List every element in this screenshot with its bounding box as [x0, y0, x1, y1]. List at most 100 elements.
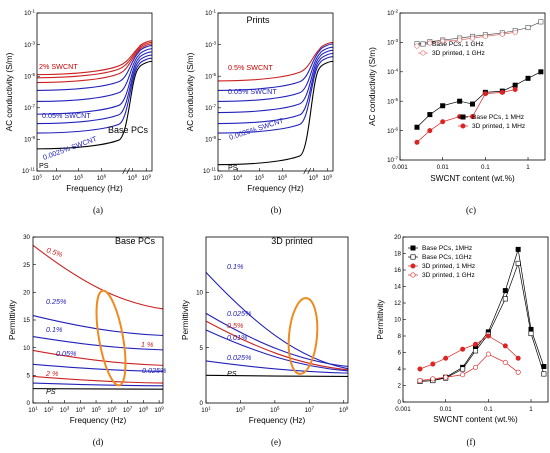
tick-base: 10 [233, 175, 240, 182]
series-line [416, 21, 542, 45]
data-marker [443, 374, 449, 380]
data-marker [427, 128, 433, 134]
y-axis-label: Permittivity [181, 299, 190, 340]
y-tick-label: 20 [394, 234, 401, 241]
x-tick-label: 107 [123, 406, 133, 415]
y-tick-label: 10-11 [203, 167, 217, 176]
tick-base: 10 [24, 10, 31, 17]
x-tick-label: 0.001 [395, 406, 411, 413]
tick-base: 10 [387, 69, 394, 76]
data-marker [525, 75, 531, 81]
tick-exponent: -3 [31, 40, 35, 45]
tick-exponent: -5 [31, 72, 35, 77]
x-axis-label: Frequency (Hz) [66, 184, 123, 193]
curve-annotation: 0.0025% SWCNT [42, 134, 99, 162]
y-tick-label: 16 [394, 267, 401, 274]
x-axis-label: SWCNT content (wt.%) [430, 174, 515, 183]
curve-annotation: 1 % [141, 340, 154, 349]
x-tick-label: 106 [107, 406, 117, 415]
data-marker [410, 254, 416, 260]
x-tick-label: 0.01 [440, 406, 453, 413]
panel-title: Base PCs [108, 125, 149, 135]
tick-base: 10 [52, 175, 59, 182]
tick-exponent: 5 [81, 174, 84, 179]
curve-annotation: 0.0025% SWCNT [228, 116, 285, 142]
x-tick-label: 0.01 [437, 164, 450, 171]
conductivity-curve [36, 48, 153, 103]
y-axis-label: Permittivity [376, 299, 385, 340]
data-marker [515, 260, 521, 266]
tick-exponent: -7 [31, 104, 35, 109]
y-tick-label: 2 [398, 383, 402, 390]
y-tick-label: 10-9 [24, 135, 35, 144]
panel-title: Prints [246, 15, 270, 25]
legend-label: 3D printed, 1 GHz [432, 50, 485, 57]
plot-frame [36, 12, 153, 172]
tick-exponent: 5 [262, 174, 265, 179]
data-marker [485, 333, 491, 339]
x-tick-label: 104 [52, 174, 62, 183]
curve-annotation: 0.05% SWCNT [42, 111, 91, 120]
y-tick-label: 30 [23, 234, 30, 241]
tick-base: 10 [387, 98, 394, 105]
data-marker [410, 272, 416, 278]
tick-exponent: 8 [135, 174, 138, 179]
conductivity-curve [217, 56, 334, 134]
y-tick-label: 10-9 [205, 135, 216, 144]
y-tick-label: 10-6 [387, 126, 398, 135]
tick-exponent: -4 [394, 68, 398, 73]
y-tick-label: 10-4 [387, 68, 398, 77]
data-marker [457, 37, 463, 43]
permittivity-curve [205, 360, 349, 374]
y-tick-label: 25 [23, 262, 30, 269]
y-tick-label: 4 [398, 366, 402, 373]
x-tick-label: 101 [28, 406, 38, 415]
y-tick-label: 8 [398, 333, 402, 340]
x-tick-label: 105 [270, 406, 280, 415]
data-marker [440, 103, 446, 109]
tick-base: 10 [97, 175, 104, 182]
tick-exponent: 5 [98, 406, 101, 411]
panel-caption: (b) [271, 205, 282, 215]
tick-exponent: 3 [243, 406, 246, 411]
permittivity-curve [32, 349, 164, 366]
axis-break-mark [303, 167, 311, 175]
x-axis-label: Frequency (Hz) [247, 184, 304, 193]
legend-label: 3D printed, 1 MHz [422, 263, 475, 270]
data-marker [417, 378, 423, 384]
tick-base: 10 [139, 407, 146, 414]
x-axis-label: Frequency (Hz) [249, 416, 306, 425]
data-marker [460, 372, 466, 378]
tick-exponent: 8 [316, 174, 319, 179]
data-marker [410, 263, 416, 269]
permittivity-curve [32, 382, 164, 387]
y-tick-label: 12 [394, 300, 401, 307]
permittivity-curve [205, 374, 349, 377]
tick-base: 10 [205, 73, 212, 80]
tick-exponent: 7 [130, 406, 133, 411]
tick-exponent: -11 [29, 167, 36, 172]
permittivity-curve [32, 363, 164, 373]
plot-frame [217, 12, 334, 172]
legend-label: 3D printed, 1 GHz [422, 272, 475, 279]
y-tick-label: 10-3 [24, 40, 35, 49]
data-marker [427, 40, 433, 46]
data-marker [528, 331, 534, 337]
curve-annotation: 0.05% [56, 349, 77, 358]
panel-f: 0.001 0.01 0.1 102468101214161820Permittivi… [376, 234, 549, 424]
x-tick-label: 1 [526, 164, 530, 171]
conductivity-curve [36, 57, 153, 134]
x-tick-label: 109 [339, 406, 349, 415]
data-marker [427, 112, 433, 118]
permittivity-curve [205, 312, 349, 368]
data-marker [460, 114, 466, 120]
y-tick-label: 20 [23, 290, 30, 297]
tick-base: 10 [123, 407, 130, 414]
tick-base: 10 [255, 175, 262, 182]
tick-exponent: 6 [285, 174, 288, 179]
data-marker [472, 348, 478, 354]
tick-base: 10 [107, 407, 114, 414]
data-marker [515, 246, 521, 252]
tick-exponent: 3 [67, 406, 70, 411]
y-axis-label: AC conductivity (S/m) [368, 47, 377, 126]
